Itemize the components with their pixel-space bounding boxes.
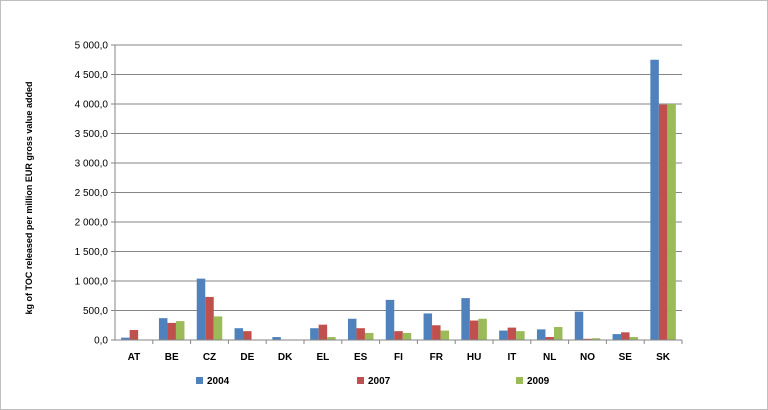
bar-2007-IT <box>507 327 517 340</box>
category-labels: AT BE CZ DE DK EL ES FI FR HU IT NL NO SE SK <box>128 352 671 363</box>
bar-2007-ES <box>356 328 365 340</box>
legend-label: 2009 <box>527 376 550 387</box>
bar-2009-IT <box>516 331 525 340</box>
bar-2009-EL <box>327 337 336 340</box>
category-label: FI <box>394 352 403 363</box>
category-label: DK <box>278 352 293 363</box>
category-label: SK <box>656 352 671 363</box>
legend-swatch <box>196 377 203 384</box>
bar-2004-DE <box>234 328 244 340</box>
y-tick-labels: 0,0 500,0 1 000,0 1 500,0 2 000,0 2 500,0 3 00… <box>75 41 109 347</box>
bar-2009-ES <box>364 332 374 340</box>
legend-swatch <box>516 377 523 384</box>
category-label: EL <box>317 352 330 363</box>
bar-2009-SE <box>629 337 639 340</box>
bar-2007-DE <box>243 331 252 340</box>
y-tick-label: 4 000,0 <box>75 100 109 111</box>
bar-2007-CZ <box>205 296 214 340</box>
y-tick-label: 4 500,0 <box>75 70 109 81</box>
bar-2007-BE <box>167 322 176 340</box>
bar-2004-EL <box>310 328 319 340</box>
legend-swatch <box>357 377 364 384</box>
bar-2007-EL <box>318 324 328 340</box>
category-label: HU <box>467 352 481 363</box>
bar-2004-FR <box>423 313 433 340</box>
bar-2009-CZ <box>213 316 223 340</box>
bar-2009-FI <box>402 332 412 340</box>
bar-2004-NO <box>574 311 584 340</box>
category-label: BE <box>165 352 179 363</box>
y-tick-label: 0,0 <box>94 336 108 347</box>
category-label: SE <box>619 352 633 363</box>
bar-2004-NL <box>536 329 546 340</box>
y-tick-label: 3 500,0 <box>75 129 109 140</box>
bar-2004-BE <box>158 318 168 340</box>
bar-2007-AT <box>129 329 139 340</box>
category-label: CZ <box>203 352 216 363</box>
grid-lines <box>111 44 683 344</box>
bar-2007-NL <box>545 337 554 340</box>
category-label: FR <box>430 352 444 363</box>
bar-2004-CZ <box>196 278 206 340</box>
category-label: AT <box>128 352 141 363</box>
y-tick-label: 500,0 <box>83 306 108 317</box>
y-tick-label: 1 000,0 <box>75 277 109 288</box>
bar-2004-FI <box>385 299 395 340</box>
category-label: DE <box>240 352 254 363</box>
y-tick-label: 1 500,0 <box>75 247 109 258</box>
bar-2009-HU <box>478 318 487 340</box>
bar-2004-AT <box>121 337 130 340</box>
y-tick-label: 2 500,0 <box>75 188 109 199</box>
category-label: NL <box>543 352 556 363</box>
legend: 2004 2007 2009 <box>196 376 550 387</box>
bars <box>121 59 676 340</box>
bar-2007-FI <box>394 331 403 340</box>
bar-2007-HU <box>469 320 479 340</box>
bar-2004-SE <box>612 334 622 340</box>
y-axis-label: kg of TOC released per million EUR gross… <box>24 82 34 315</box>
legend-label: 2004 <box>207 376 230 387</box>
bar-2004-ES <box>347 318 357 340</box>
bar-2004-IT <box>499 330 508 340</box>
y-tick-label: 2 000,0 <box>75 218 109 229</box>
bar-2007-FR <box>432 325 441 340</box>
bar-2004-DK <box>272 337 281 340</box>
bar-2009-NL <box>553 327 563 340</box>
legend-label: 2007 <box>368 376 391 387</box>
category-label: IT <box>507 352 516 363</box>
bar-2004-SK <box>650 59 659 340</box>
bar-2009-NO <box>591 338 601 340</box>
bar-2009-BE <box>175 321 185 340</box>
bar-2009-SK <box>667 104 676 340</box>
bar-2007-NO <box>583 338 592 340</box>
bar-2009-FR <box>440 330 450 340</box>
bar-2007-SE <box>621 332 630 340</box>
bar-2004-HU <box>461 298 470 340</box>
category-label: NO <box>580 352 595 363</box>
y-tick-label: 3 000,0 <box>75 159 109 170</box>
bar-2007-SK <box>658 104 668 340</box>
category-label: ES <box>354 352 368 363</box>
y-tick-label: 5 000,0 <box>75 41 109 52</box>
